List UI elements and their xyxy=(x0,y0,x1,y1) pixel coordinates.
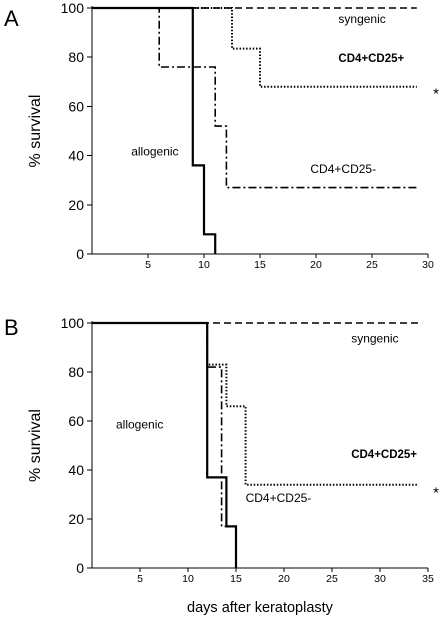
significance-star: * xyxy=(433,86,439,103)
y-tick-label: 100 xyxy=(61,315,85,331)
series-line-cd4poscd25neg xyxy=(92,7,417,189)
series-label: CD4+CD25- xyxy=(310,162,376,176)
series-label: CD4+CD25+ xyxy=(338,53,404,65)
y-axis-label: % survival xyxy=(27,409,44,482)
series-label: allogenic xyxy=(131,145,178,159)
y-tick-label: 40 xyxy=(68,462,84,478)
panel-letter: B xyxy=(4,315,19,340)
x-axis-label: days after keratoplasty xyxy=(187,600,334,616)
x-tick-label: 15 xyxy=(230,573,242,585)
y-tick-label: 100 xyxy=(61,0,85,16)
series-line-allogenic xyxy=(92,6,217,254)
y-tick-label: 60 xyxy=(68,413,84,429)
series-label: CD4+CD25- xyxy=(246,491,312,505)
series-line-cd4poscd25neg xyxy=(92,322,237,568)
y-tick-label: 0 xyxy=(76,246,84,262)
series-label: syngenic xyxy=(351,332,398,346)
x-tick-label: 30 xyxy=(374,573,386,585)
y-tick-label: 80 xyxy=(68,364,84,380)
series-label: allogenic xyxy=(116,417,163,431)
x-tick-label: 15 xyxy=(254,259,266,271)
series-label: syngenic xyxy=(338,12,385,26)
x-tick-label: 20 xyxy=(310,259,322,271)
x-tick-label: 25 xyxy=(366,259,378,271)
x-tick-label: 10 xyxy=(198,259,210,271)
y-tick-label: 20 xyxy=(68,197,84,213)
y-tick-label: 80 xyxy=(68,49,84,65)
panel-letter: A xyxy=(4,6,19,31)
x-tick-label: 5 xyxy=(137,573,143,585)
x-tick-label: 30 xyxy=(422,259,434,271)
series-label: CD4+CD25+ xyxy=(351,449,417,461)
y-axis-label: % survival xyxy=(27,95,44,168)
series-line-cd4poscd25pos xyxy=(92,7,417,88)
x-tick-label: 25 xyxy=(326,573,338,585)
x-tick-label: 10 xyxy=(182,573,194,585)
x-tick-label: 20 xyxy=(278,573,290,585)
panel-a: A 0 20 40 60 80 100 5 10 15 20 25 30 % survival syngen… xyxy=(4,0,439,271)
y-tick-label: 20 xyxy=(68,511,84,527)
y-tick-label: 40 xyxy=(68,148,84,164)
x-tick-label: 35 xyxy=(422,573,434,585)
significance-star: * xyxy=(433,485,439,502)
y-tick-label: 0 xyxy=(76,560,84,576)
y-tick-label: 60 xyxy=(68,98,84,114)
x-tick-label: 5 xyxy=(145,259,151,271)
series-line-allogenic xyxy=(92,321,238,568)
panel-b: B 0 20 40 60 80 100 5 10 15 20 25 30 35 % survival days… xyxy=(4,315,439,616)
